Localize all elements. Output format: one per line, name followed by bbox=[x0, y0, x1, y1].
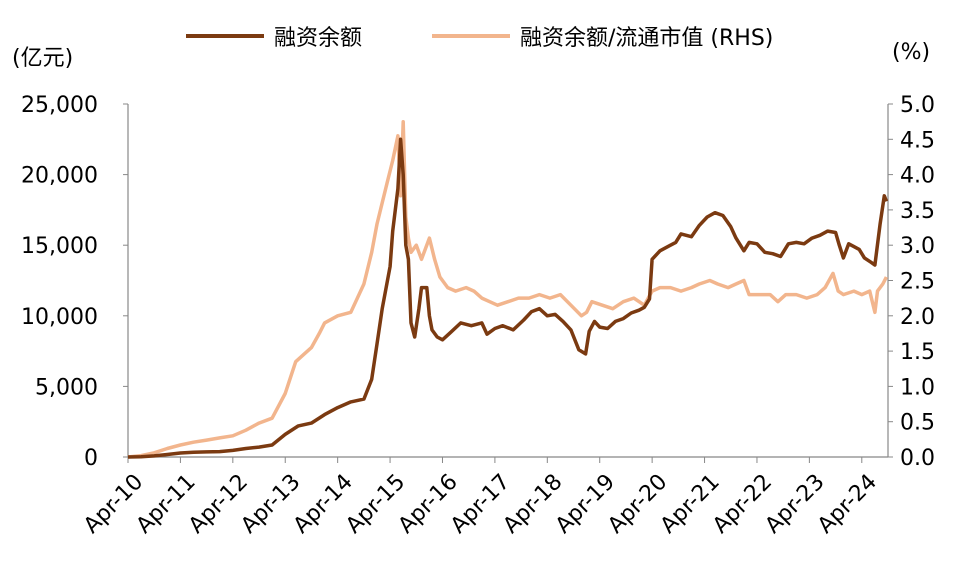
right-y-tick-label: 3.0 bbox=[900, 234, 935, 259]
legend-label-margin-balance: 融资余额 bbox=[274, 26, 363, 51]
right-y-tick-label: 2.5 bbox=[900, 270, 935, 295]
right-y-tick-label: 1.0 bbox=[900, 375, 935, 400]
left-y-tick-label: 10,000 bbox=[21, 305, 98, 330]
legend-item-margin-balance: 融资余额 bbox=[186, 20, 362, 52]
right-y-tick-label: 0.0 bbox=[900, 446, 935, 471]
right-y-tick-label: 4.0 bbox=[900, 164, 935, 189]
series-line-margin-balance bbox=[127, 137, 889, 459]
left-y-tick-label: 15,000 bbox=[21, 234, 98, 259]
left-y-tick-label: 5,000 bbox=[35, 375, 98, 400]
right-y-tick-label: 2.0 bbox=[900, 305, 935, 330]
left-y-tick-label: 20,000 bbox=[21, 164, 98, 189]
series-line-margin-ratio bbox=[127, 119, 888, 459]
legend: 融资余额 融资余额/流通市值 (RHS) bbox=[186, 20, 843, 52]
right-axis-unit: (%) bbox=[892, 40, 931, 65]
left-y-tick-label: 25,000 bbox=[21, 93, 98, 118]
right-y-tick-label: 1.5 bbox=[900, 340, 935, 365]
legend-item-margin-ratio: 融资余额/流通市值 (RHS) bbox=[432, 20, 773, 52]
left-y-tick-label: 0 bbox=[84, 446, 98, 471]
x-tick-label: Apr-24 bbox=[813, 470, 882, 539]
right-y-tick-label: 3.5 bbox=[900, 199, 935, 224]
legend-label-margin-ratio: 融资余额/流通市值 (RHS) bbox=[520, 26, 774, 51]
right-y-tick-label: 4.5 bbox=[900, 128, 935, 153]
right-y-tick-label: 5.0 bbox=[900, 93, 935, 118]
left-axis-unit: (亿元) bbox=[12, 46, 74, 71]
legend-swatch-margin-balance bbox=[186, 34, 264, 38]
right-y-tick-label: 0.5 bbox=[900, 411, 935, 436]
legend-swatch-margin-ratio bbox=[432, 34, 511, 38]
